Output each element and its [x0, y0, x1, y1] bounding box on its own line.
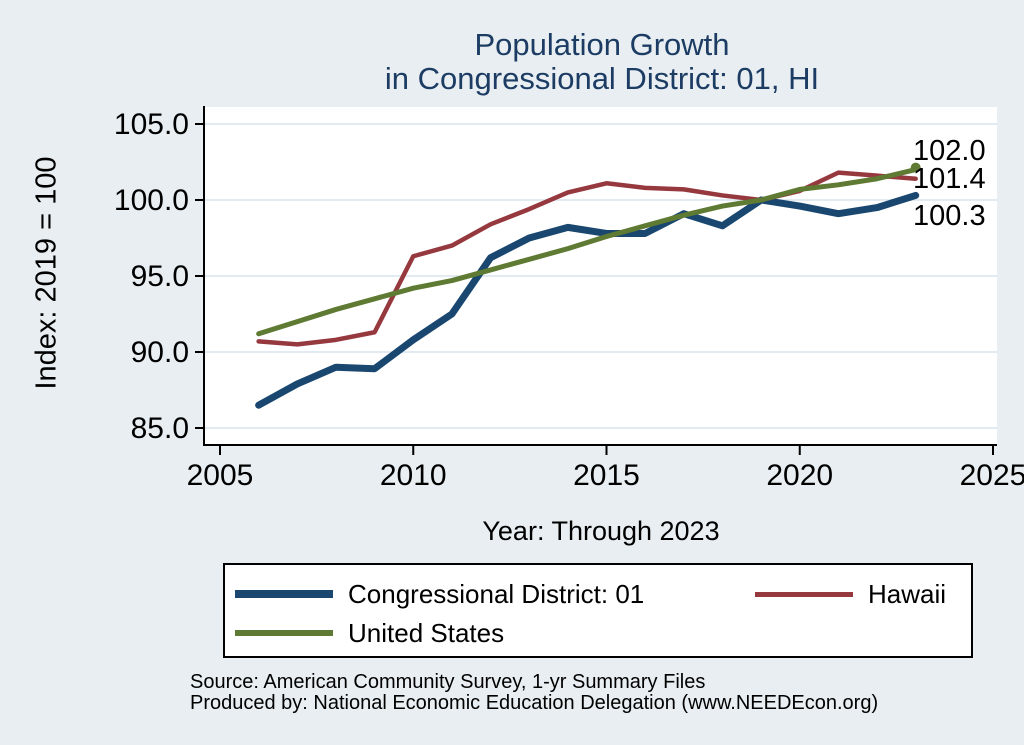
legend-swatch-district	[235, 590, 333, 598]
x-tick-label: 2010	[380, 459, 447, 492]
x-tick-label: 2015	[573, 459, 640, 492]
x-axis-title: Year: Through 2023	[482, 516, 720, 546]
x-tick-label: 2005	[187, 459, 254, 492]
legend-swatch-united-states	[235, 630, 333, 636]
end-label-hawaii: 101.4	[913, 163, 986, 195]
legend-item-hawaii: Hawaii	[755, 579, 946, 609]
y-tick-label: 105.0	[114, 108, 189, 141]
legend-swatch-hawaii	[755, 591, 853, 597]
source-note: Source: American Community Survey, 1-yr …	[190, 672, 878, 714]
series-line-congressional-district-01	[255, 191, 920, 409]
produced-by-line: Produced by: National Economic Education…	[190, 692, 879, 714]
end-label-united-states: 102.0	[913, 135, 986, 167]
series-end-marker	[910, 162, 921, 173]
chart-title-line1: Population Growth	[474, 27, 730, 62]
legend-label-district: Congressional District: 01	[348, 578, 645, 609]
chart-title: Population Growth in Congressional Distr…	[0, 28, 1024, 96]
legend-label-hawaii: Hawaii	[868, 578, 947, 609]
legend-item-district: Congressional District: 01	[235, 579, 644, 609]
y-tick-label: 90.0	[131, 336, 189, 369]
series-line-united-states	[256, 167, 919, 337]
y-tick-label: 85.0	[131, 412, 189, 445]
legend-label-united-states: United States	[348, 617, 505, 648]
source-line: Source: American Community Survey, 1-yr …	[190, 671, 706, 693]
x-tick-label: 2025	[960, 459, 1024, 492]
legend-item-united-states: United States	[235, 618, 504, 648]
end-label-district: 100.3	[913, 200, 986, 232]
y-tick-label: 95.0	[131, 260, 189, 293]
y-tick-label: 100.0	[114, 184, 189, 217]
legend-box: Congressional District: 01 Hawaii United…	[223, 563, 973, 658]
y-axis-title: Index: 2019 = 100	[30, 156, 63, 390]
x-tick-label: 2020	[766, 459, 833, 492]
chart-title-line2: in Congressional District: 01, HI	[384, 61, 820, 96]
